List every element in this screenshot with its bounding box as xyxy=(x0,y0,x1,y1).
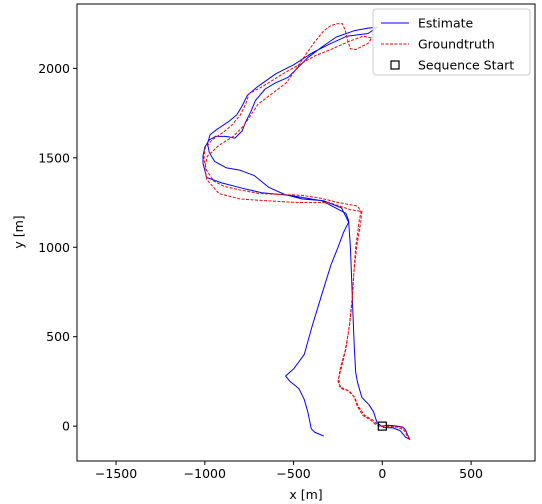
y-tick-label: 1000 xyxy=(38,240,70,255)
ticks-layer: −1500 −1000 −500 0 500 0 500 1000 1500 2000 xyxy=(38,61,483,481)
y-tick-label: 2000 xyxy=(38,61,70,76)
legend-swatch-sequence-start xyxy=(390,60,400,70)
x-axis-label: x [m] xyxy=(289,487,322,502)
y-tick-label: 0 xyxy=(62,419,70,434)
legend: Estimate Groundtruth Sequence Start xyxy=(372,8,531,76)
legend-label-groundtruth: Groundtruth xyxy=(418,37,495,52)
legend-box xyxy=(372,8,531,76)
legend-label-sequence-start: Sequence Start xyxy=(418,58,514,73)
x-tick-label: −1000 xyxy=(184,466,226,481)
sequence-start-marker xyxy=(377,421,387,431)
y-tick-label: 1500 xyxy=(38,150,70,165)
data-layer xyxy=(202,23,411,440)
x-tick-label: 0 xyxy=(378,466,386,481)
y-tick-label: 500 xyxy=(46,329,70,344)
estimate-line xyxy=(202,26,411,440)
y-axis-label: y [m] xyxy=(11,215,26,248)
axes-frame xyxy=(76,3,536,462)
x-tick-label: −500 xyxy=(276,466,310,481)
legend-label-estimate: Estimate xyxy=(418,16,474,31)
groundtruth-line xyxy=(203,23,411,440)
x-tick-label: −1500 xyxy=(95,466,137,481)
x-tick-label: 500 xyxy=(459,466,483,481)
